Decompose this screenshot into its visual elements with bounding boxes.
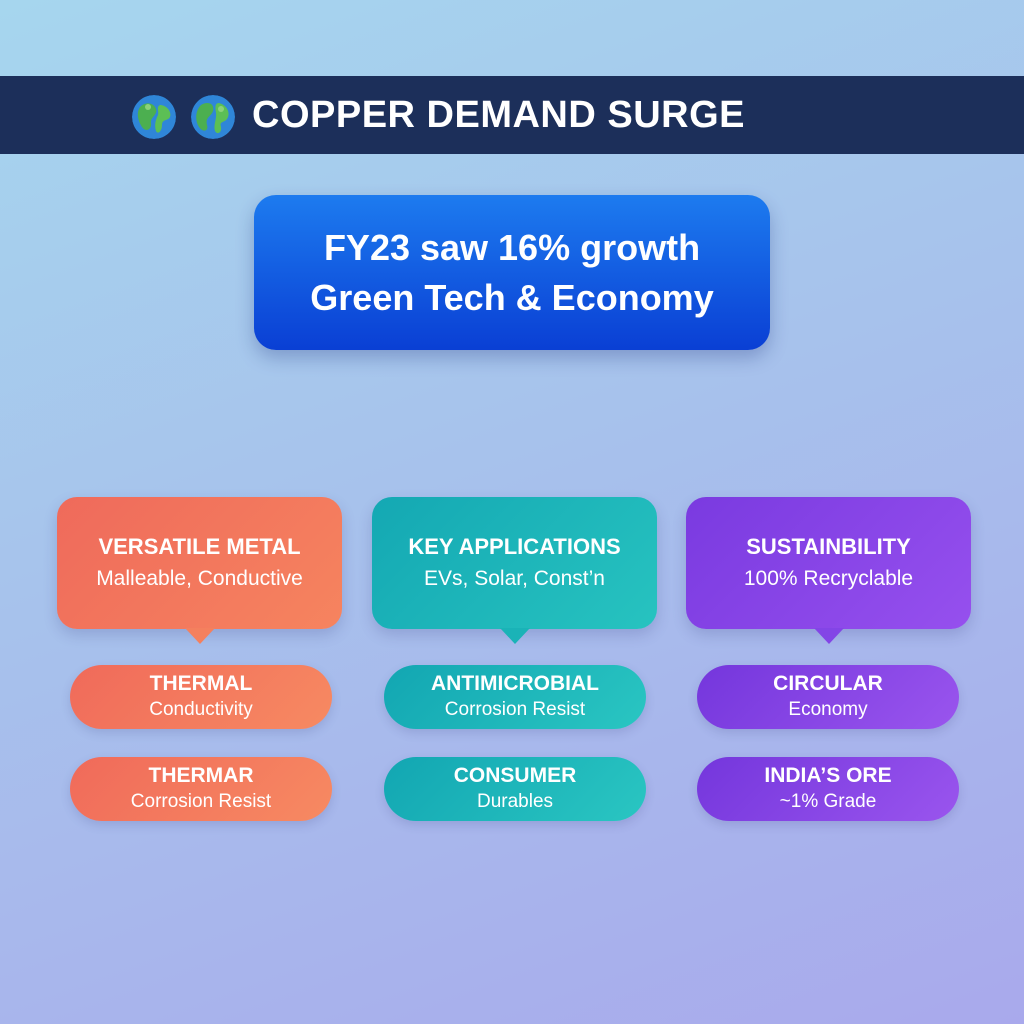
pill-circular: CIRCULAR Economy — [697, 665, 959, 729]
column-subtitle: Malleable, Conductive — [96, 567, 303, 590]
pill-consumer: CONSUMER Durables — [384, 757, 646, 821]
pill-subtitle: Corrosion Resist — [130, 791, 272, 812]
column-card-key-applications: KEY APPLICATIONS EVs, Solar, Const’n — [372, 497, 657, 644]
pill-thermal: THERMAL Conductivity — [70, 665, 332, 729]
column-subtitle: 100% Recryclable — [743, 567, 914, 590]
pill-subtitle: Economy — [788, 699, 868, 720]
headline-line-1: FY23 saw 16% growth — [323, 226, 701, 268]
pill-subtitle: Durables — [476, 791, 554, 812]
column-title: SUSTAINBILITY — [746, 534, 911, 559]
callout-pointer — [184, 628, 215, 644]
pill-antimicrobial: ANTIMICROBIAL Corrosion Resist — [384, 665, 646, 729]
title-bar: COPPER DEMAND SURGE — [0, 76, 1024, 154]
pill-title: THERMAR — [148, 764, 254, 787]
column-title: KEY APPLICATIONS — [408, 534, 621, 559]
callout-pointer — [499, 628, 530, 644]
pill-thermar: THERMAR Corrosion Resist — [70, 757, 332, 821]
pill-title: CONSUMER — [453, 764, 577, 787]
pill-subtitle: Conductivity — [149, 699, 253, 720]
pill-subtitle: ~1% Grade — [779, 791, 877, 812]
pill-title: THERMAL — [149, 672, 253, 695]
headline-line-2: Green Tech & Economy — [310, 276, 714, 318]
page-title: COPPER DEMAND SURGE — [252, 94, 745, 136]
pill-title: ANTIMICROBIAL — [431, 672, 599, 695]
column-title: VERSATILE METAL — [98, 534, 301, 559]
column-subtitle: EVs, Solar, Const’n — [424, 567, 605, 590]
globe-icon — [132, 95, 176, 139]
callout-pointer — [813, 628, 844, 644]
globe-icon — [191, 95, 235, 139]
pill-subtitle: Corrosion Resist — [444, 699, 586, 720]
pill-title: INDIA’S ORE — [764, 764, 892, 787]
column-card-versatile-metal: VERSATILE METAL Malleable, Conductive — [57, 497, 342, 644]
pill-title: CIRCULAR — [773, 672, 883, 695]
headline-box: FY23 saw 16% growth Green Tech & Economy — [254, 195, 770, 350]
column-card-sustainability: SUSTAINBILITY 100% Recryclable — [686, 497, 971, 644]
pill-indias-ore: INDIA’S ORE ~1% Grade — [697, 757, 959, 821]
